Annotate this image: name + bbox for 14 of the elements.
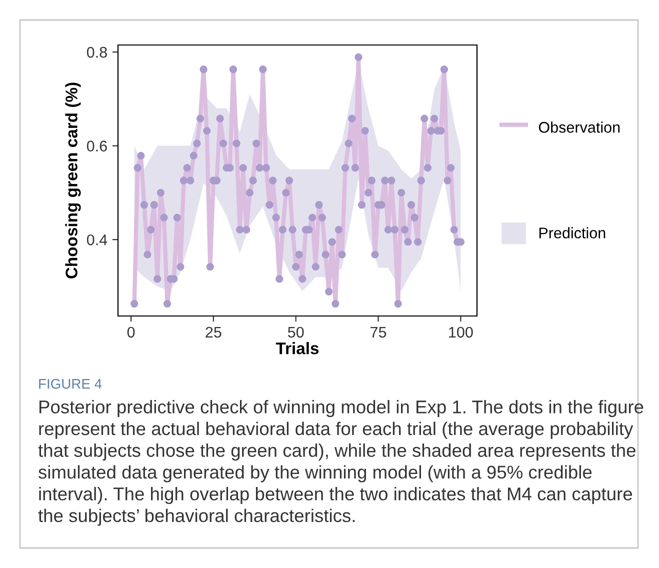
y-tick-label: 0.6 (86, 140, 107, 152)
x-tick-label: 50 (288, 326, 304, 338)
x-tick-label: 0 (127, 326, 135, 338)
y-tick-label: 0.8 (86, 46, 107, 58)
x-tick-label: 25 (206, 326, 222, 338)
caption: FIGURE 4 (39, 378, 102, 389)
y-tick-label: 0.4 (86, 234, 108, 246)
x-tick-label: 75 (370, 326, 386, 338)
text: Posterior predictive check of winning model in Exp 1. The dots in the figure represent the actual behavioral data for each trial (the average probability that subjects chose the green card), while the shaded area represents the simulated data generated by the winning model (with a 95% credible interval). The high overlap between the two indicates that M4 can capture the subjects’ behavioral characteristics. (38, 400, 644, 526)
x-axis-title: Trials (276, 342, 319, 354)
y-axis-title: Choosing green card (%) (65, 82, 81, 278)
legend-label: Prediction (539, 227, 606, 238)
legend-label: Observation (538, 122, 620, 133)
x-tick-label: 100 (449, 326, 473, 338)
